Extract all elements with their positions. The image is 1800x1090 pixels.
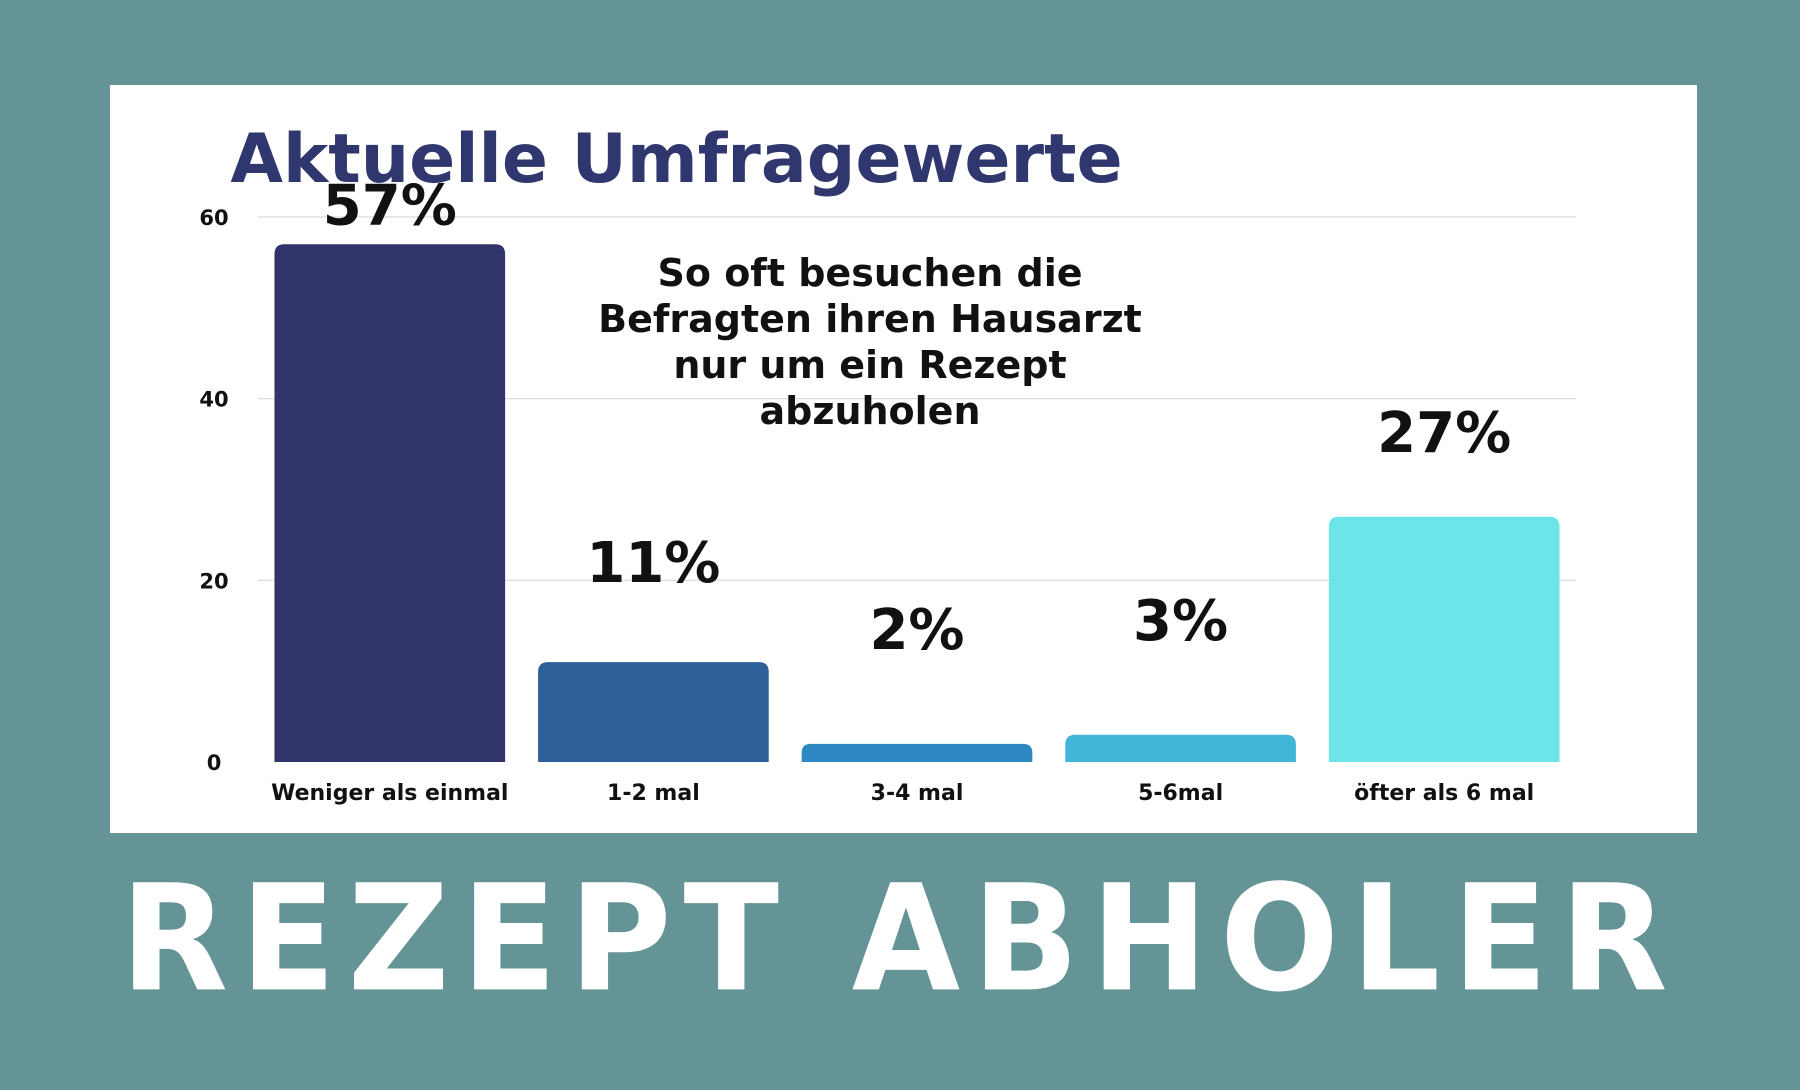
data-labels: 57% 11% 2% 3% 27% — [323, 173, 1511, 663]
x-tick-label: 3-4 mal — [871, 781, 964, 806]
chart-panel: 0 20 40 60 57% 11% 2% 3% 27% Weniger als einmal… — [110, 85, 1697, 833]
x-tick-label: 1-2 mal — [607, 781, 700, 806]
y-axis-ticks: 0 20 40 60 — [199, 206, 228, 775]
bar — [538, 662, 769, 762]
data-label: 3% — [1133, 589, 1228, 654]
x-tick-label: 5-6mal — [1138, 781, 1223, 806]
data-label: 57% — [323, 173, 457, 238]
x-tick-label: öfter als 6 mal — [1354, 781, 1534, 806]
y-tick-label: 60 — [199, 206, 228, 230]
y-tick-label: 0 — [207, 751, 222, 775]
footer-title: REZEPT ABHOLER — [120, 853, 1680, 1026]
chart-title: Aktuelle Umfragewerte — [230, 120, 1123, 199]
data-label: 27% — [1377, 401, 1511, 466]
y-tick-label: 20 — [199, 569, 228, 593]
data-label: 11% — [586, 531, 720, 596]
y-tick-label: 40 — [199, 388, 228, 412]
bars — [274, 244, 1560, 762]
bar — [274, 244, 506, 762]
x-axis-labels: Weniger als einmal 1-2 mal 3-4 mal 5-6mal öf… — [271, 781, 1534, 806]
x-tick-label: Weniger als einmal — [271, 781, 508, 806]
chart-subtitle: So oft besuchen die Befragten ihren Haus… — [598, 251, 1142, 433]
bar — [1065, 734, 1296, 762]
bar-chart: 0 20 40 60 57% 11% 2% 3% 27% Weniger als einmal… — [199, 173, 1576, 806]
bar — [1328, 516, 1560, 762]
data-label: 2% — [869, 598, 964, 663]
bar — [801, 743, 1033, 762]
